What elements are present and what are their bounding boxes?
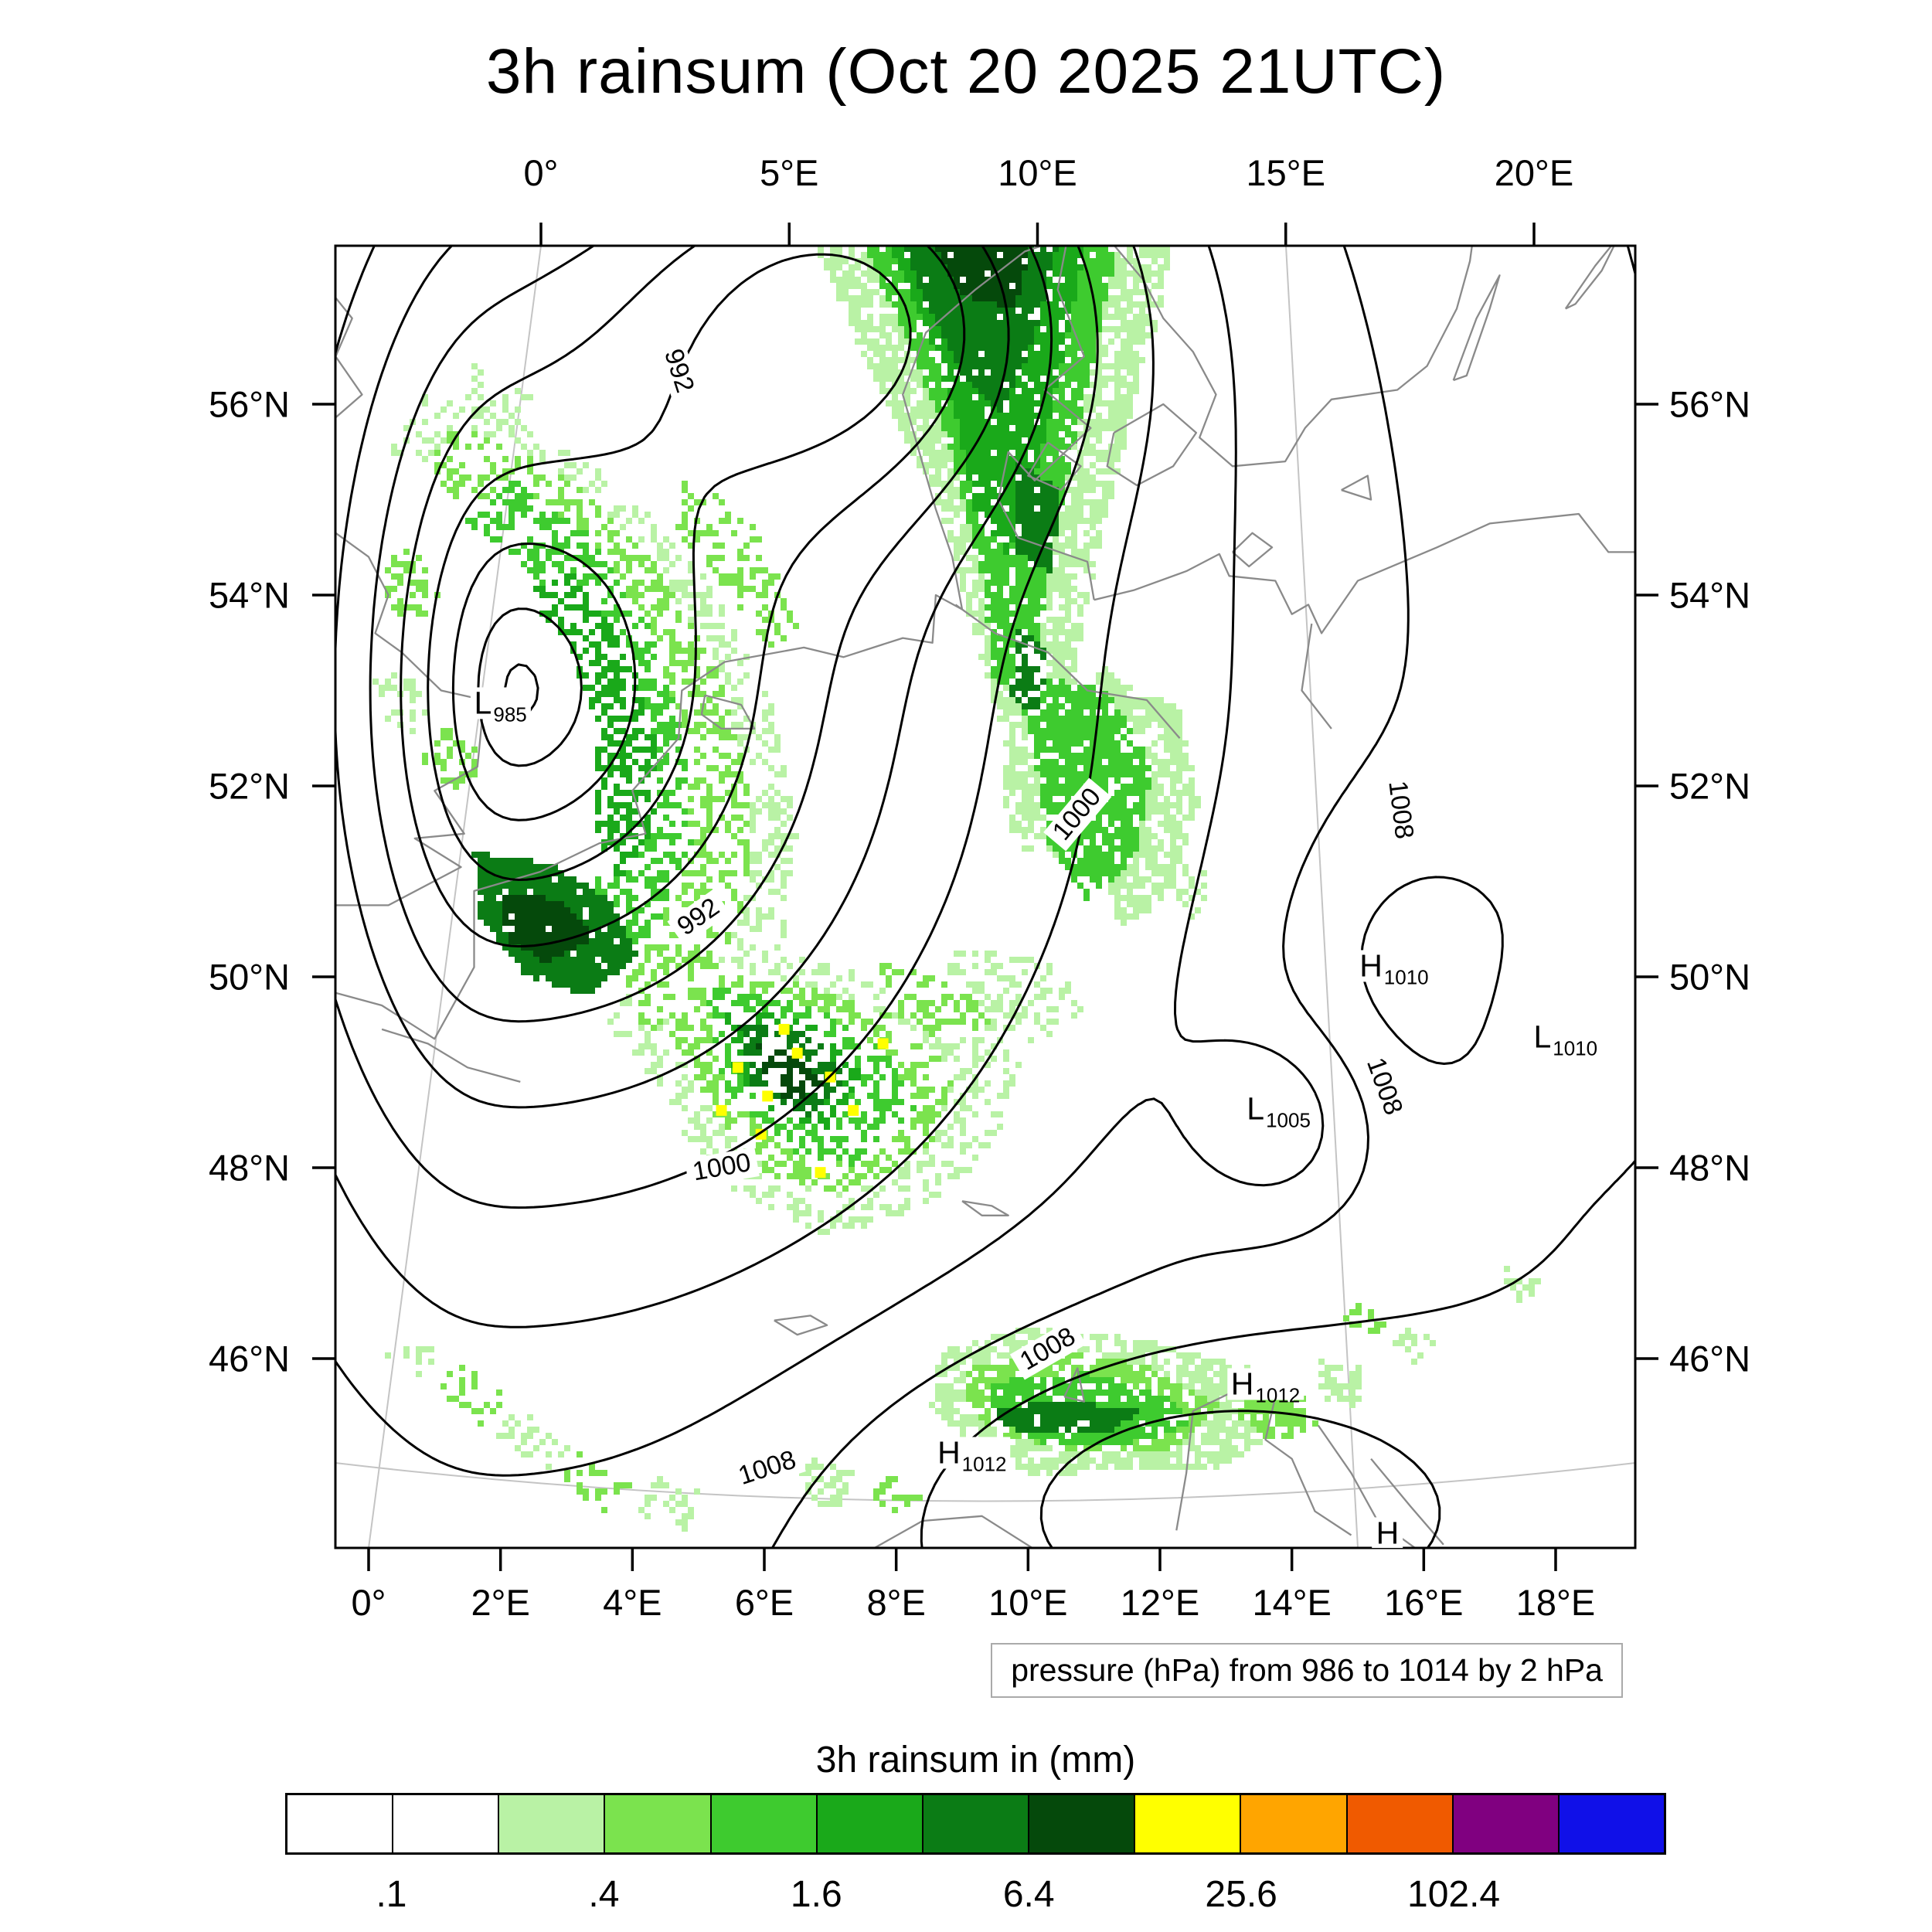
axis-tick-label-bottom: 8°E — [866, 1582, 926, 1623]
colorbar-tick-label: .1 — [376, 1874, 407, 1915]
pressure-center-label: L985 — [470, 685, 531, 724]
axis-tick-label-bottom: 0° — [351, 1582, 386, 1623]
plot-title: 3h rainsum (Oct 20 2025 21UTC) — [485, 36, 1447, 107]
colorbar-cell — [392, 1795, 498, 1852]
pressure-center-symbol: H — [937, 1434, 961, 1470]
contour-label: 1000 — [684, 1147, 759, 1189]
colorbar-cell — [1028, 1795, 1134, 1852]
axis-tick-label-left: 46°N — [208, 1338, 290, 1379]
pressure-center-label: H1012 — [934, 1434, 1011, 1474]
contour-label: 1008 — [1382, 773, 1420, 847]
colorbar-cell — [709, 1795, 816, 1852]
contour-label: 1008 — [729, 1443, 806, 1494]
colorbar-cell — [1557, 1795, 1665, 1852]
legend-title: 3h rainsum in (mm) — [815, 1740, 1136, 1781]
colorbar-tick-label: 6.4 — [1002, 1874, 1055, 1915]
pressure-center-value: 1005 — [1266, 1108, 1311, 1132]
pressure-center-symbol: L — [1247, 1090, 1265, 1127]
axis-tick-label-left: 48°N — [208, 1147, 290, 1189]
axis-tick-label-bottom: 14°E — [1252, 1582, 1332, 1623]
pressure-center-label: L1005 — [1243, 1090, 1315, 1130]
colorbar-cell — [604, 1795, 710, 1852]
pressure-center-label: L1010 — [1529, 1019, 1602, 1059]
pressure-center-symbol: H — [1376, 1515, 1400, 1548]
axis-tick-label-bottom: 16°E — [1384, 1582, 1464, 1623]
axis-tick-label-bottom: 2°E — [471, 1582, 530, 1623]
contour-label: 1008 — [1009, 1318, 1087, 1379]
colorbar-cell — [498, 1795, 604, 1852]
colorbar-cell — [1240, 1795, 1346, 1852]
axis-tick-label-bottom: 18°E — [1515, 1582, 1596, 1623]
axis-tick-label-top: 10°E — [998, 152, 1077, 193]
axis-tick-label-top: 0° — [523, 152, 559, 193]
axis-tick-label-right: 54°N — [1669, 574, 1751, 616]
colorbar-tick-label: 25.6 — [1205, 1874, 1277, 1915]
colorbar-tick-label: .4 — [588, 1874, 620, 1915]
axis-tick-label-left: 50°N — [208, 956, 290, 998]
pressure-center-value: 1012 — [961, 1451, 1007, 1475]
map-frame — [334, 244, 1637, 1549]
pressure-center-value: 1012 — [1255, 1383, 1301, 1407]
axis-tick-label-right: 56°N — [1669, 383, 1751, 425]
contour-label: 1000 — [1043, 777, 1112, 852]
contour-label: 1008 — [1358, 1048, 1410, 1125]
axis-tick-label-bottom: 10°E — [988, 1582, 1068, 1623]
pressure-center-symbol: L — [474, 685, 492, 721]
axis-tick-label-left: 54°N — [208, 574, 290, 616]
colorbar — [285, 1793, 1666, 1855]
axis-tick-label-bottom: 6°E — [734, 1582, 794, 1623]
axis-tick-label-left: 52°N — [208, 765, 290, 807]
colorbar-cell — [921, 1795, 1029, 1852]
colorbar-cell — [815, 1795, 922, 1852]
pressure-center-symbol: H — [1230, 1366, 1254, 1402]
pressure-center-label: H — [1372, 1515, 1403, 1548]
pressure-center-symbol: H — [1359, 947, 1383, 984]
pressure-center-label: H1012 — [1226, 1366, 1304, 1405]
pressure-center-symbol: L — [1533, 1019, 1552, 1055]
colorbar-cell — [287, 1795, 393, 1852]
axis-ticks — [312, 223, 1658, 1571]
axis-tick-label-top: 15°E — [1246, 152, 1325, 193]
contour-label: 992 — [655, 339, 702, 403]
graticule-layer — [335, 246, 1635, 1548]
axis-tick-label-right: 48°N — [1669, 1147, 1751, 1189]
contour-label: 992 — [667, 889, 730, 946]
pressure-contour-layer — [335, 246, 1635, 1548]
colorbar-cell — [1134, 1795, 1240, 1852]
axis-tick-label-right: 52°N — [1669, 765, 1751, 807]
axis-tick-label-right: 50°N — [1669, 956, 1751, 998]
rain-layer — [372, 246, 1541, 1532]
axis-tick-label-bottom: 4°E — [603, 1582, 662, 1623]
colorbar-cell — [1451, 1795, 1558, 1852]
axis-tick-label-top: 20°E — [1494, 152, 1574, 193]
pressure-center-value: 1010 — [1553, 1036, 1598, 1060]
pressure-center-value: 985 — [493, 702, 527, 726]
axis-tick-label-left: 56°N — [208, 383, 290, 425]
colorbar-cell — [1345, 1795, 1452, 1852]
axis-tick-label-bottom: 12°E — [1120, 1582, 1200, 1623]
colorbar-labels: .1 .4 1.6 6.4 25.6 102.4 — [0, 1873, 1932, 1920]
pressure-center-value: 1010 — [1383, 965, 1429, 989]
colorbar-tick-label: 1.6 — [790, 1874, 842, 1915]
colorbar-tick-label: 102.4 — [1407, 1874, 1501, 1915]
pressure-center-label: H1010 — [1355, 947, 1433, 987]
map-label-layer: 992 992 1000 1000 1008 1008 1008 1008 L985 H1010 L… — [335, 246, 1635, 1548]
axis-tick-label-right: 46°N — [1669, 1338, 1751, 1379]
axis-tick-label-top: 5°E — [760, 152, 819, 193]
pressure-range-caption: pressure (hPa) from 986 to 1014 by 2 hPa — [991, 1643, 1623, 1698]
